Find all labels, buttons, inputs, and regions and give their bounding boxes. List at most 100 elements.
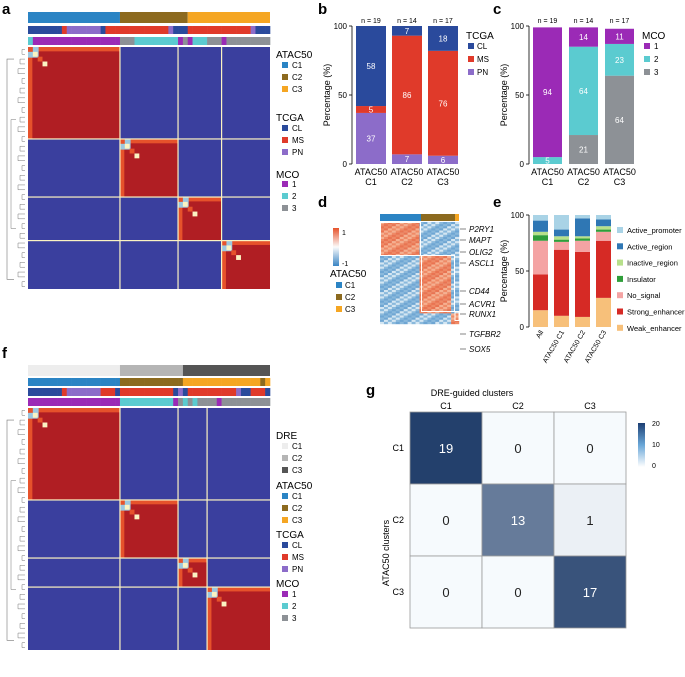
d-heatmap-cell: [415, 226, 420, 229]
d-heatmap-cell: [395, 285, 400, 289]
f-mco-cell: [187, 398, 193, 406]
a-tcga-cell: [178, 26, 184, 34]
d-heatmap-cell: [439, 313, 444, 316]
f-dre-bar-c2: [119, 365, 183, 376]
d-heatmap-cell: [455, 249, 460, 252]
d-heatmap-cell: [380, 241, 385, 244]
a-tcga-cell: [260, 26, 266, 34]
d-heatmap-cell: [399, 302, 404, 306]
d-heatmap-cell: [435, 300, 440, 303]
d-heatmap-cell: [451, 319, 456, 323]
dendrogram-branch: [10, 119, 16, 229]
d-heatmap-cell: [455, 266, 460, 269]
d-heatmap-cell: [451, 294, 456, 297]
c-x-label-line2: C1: [542, 177, 554, 187]
dendrogram-branch: [19, 419, 25, 426]
d-heatmap-cell: [455, 256, 460, 259]
a-mco-cell: [42, 37, 48, 45]
a-mco-cell: [197, 37, 203, 45]
heatmap-diagonal-cell: [129, 148, 135, 154]
d-heatmap-cell: [387, 321, 393, 325]
d-heatmap-cell: [411, 321, 416, 325]
f-mco-cell: [47, 398, 53, 406]
d-heatmap-cell: [455, 226, 460, 229]
c-data-label: 23: [615, 56, 624, 65]
a-atac-bar-c3: [187, 12, 270, 23]
d-heatmap-cell: [411, 268, 416, 272]
d-heatmap-cell: [399, 226, 404, 229]
d-heatmap-cell: [387, 262, 393, 265]
d-heatmap-cell: [391, 262, 396, 265]
d-heatmap-cell: [380, 243, 385, 246]
d-heatmap-cell: [419, 239, 424, 242]
d-heatmap-cell: [451, 247, 456, 250]
d-heatmap-cell: [391, 321, 396, 325]
d-heatmap-cell: [431, 264, 436, 267]
e-bar-active_promoter: [596, 215, 611, 220]
c-x-label-line1: ATAC50: [567, 167, 600, 177]
e-bar-strong_enhancer: [596, 240, 611, 298]
d-top-bar-c3: [455, 214, 459, 221]
f-tcga-cell: [71, 388, 77, 396]
d-heatmap-cell: [447, 234, 452, 238]
d-heatmap-cell: [451, 264, 456, 267]
dendrogram-branch: [17, 155, 25, 161]
d-heatmap-cell: [455, 281, 460, 284]
dendrogram-branch: [21, 136, 25, 142]
d-heatmap-cell: [403, 236, 408, 240]
d-heatmap-cell: [387, 241, 393, 244]
d-heatmap-cell: [387, 302, 393, 306]
d-heatmap-cell: [387, 285, 393, 289]
d-heatmap-cell: [380, 279, 385, 282]
d-heatmap-cell: [443, 319, 448, 323]
d-heatmap-cell: [451, 232, 456, 235]
f-tcga-cell: [245, 388, 251, 396]
d-heatmap-cell: [383, 321, 389, 325]
d-heatmap-cell: [399, 309, 404, 312]
d-heatmap-cell: [447, 313, 452, 316]
e-y-tick-label: 0: [520, 323, 525, 332]
d-heatmap-cell: [407, 236, 412, 240]
d-heatmap-cell: [403, 230, 408, 233]
d-heatmap-cell: [451, 277, 456, 280]
d-heatmap-cell: [439, 302, 444, 306]
d-heatmap-cell: [387, 264, 393, 267]
d-heatmap-cell: [439, 239, 444, 242]
g-row-label-c2: C2: [392, 515, 404, 525]
d-heatmap-cell: [423, 294, 428, 297]
d-heatmap-cell: [411, 294, 416, 297]
e-bar-inactive_region: [554, 236, 569, 240]
heatmap-diagonal-cell: [32, 51, 38, 57]
g-cell: [553, 555, 627, 629]
d-heatmap-body: [380, 222, 460, 325]
f-mco-cell: [32, 398, 38, 406]
d-heatmap-cell: [451, 317, 456, 320]
d-heatmap-cell: [415, 279, 420, 282]
d-heatmap-cell: [415, 296, 420, 299]
d-heatmap-cell: [431, 256, 436, 259]
d-heatmap-cell: [419, 232, 424, 235]
g-cell: [409, 411, 483, 485]
f-atac-cell: [187, 378, 193, 386]
a-tcga-cell: [124, 26, 130, 34]
d-heatmap-cell: [435, 249, 440, 252]
d-heatmap-cell: [447, 262, 452, 265]
d-heatmap-cell: [383, 313, 389, 316]
e-x-label: ATAC50 C2: [563, 329, 587, 364]
dendrogram-branch: [21, 468, 25, 474]
d-heatmap-cell: [455, 292, 460, 295]
d-heatmap-cell: [383, 224, 389, 227]
d-heatmap-cell: [407, 307, 412, 310]
d-heatmap-cell: [395, 241, 400, 244]
d-heatmap-cell: [455, 315, 460, 318]
f-mco-cell: [129, 398, 135, 406]
d-heatmap-cell: [423, 309, 428, 312]
d-heatmap-cell: [455, 224, 460, 227]
dendrogram-branch: [19, 262, 25, 268]
d-heatmap-cell: [447, 321, 452, 325]
d-heatmap-cell: [423, 245, 428, 248]
d-heatmap-cell: [411, 311, 416, 314]
d-heatmap-cell: [451, 258, 456, 261]
d-heatmap-cell: [380, 300, 385, 303]
d-heatmap-cell: [387, 234, 393, 238]
